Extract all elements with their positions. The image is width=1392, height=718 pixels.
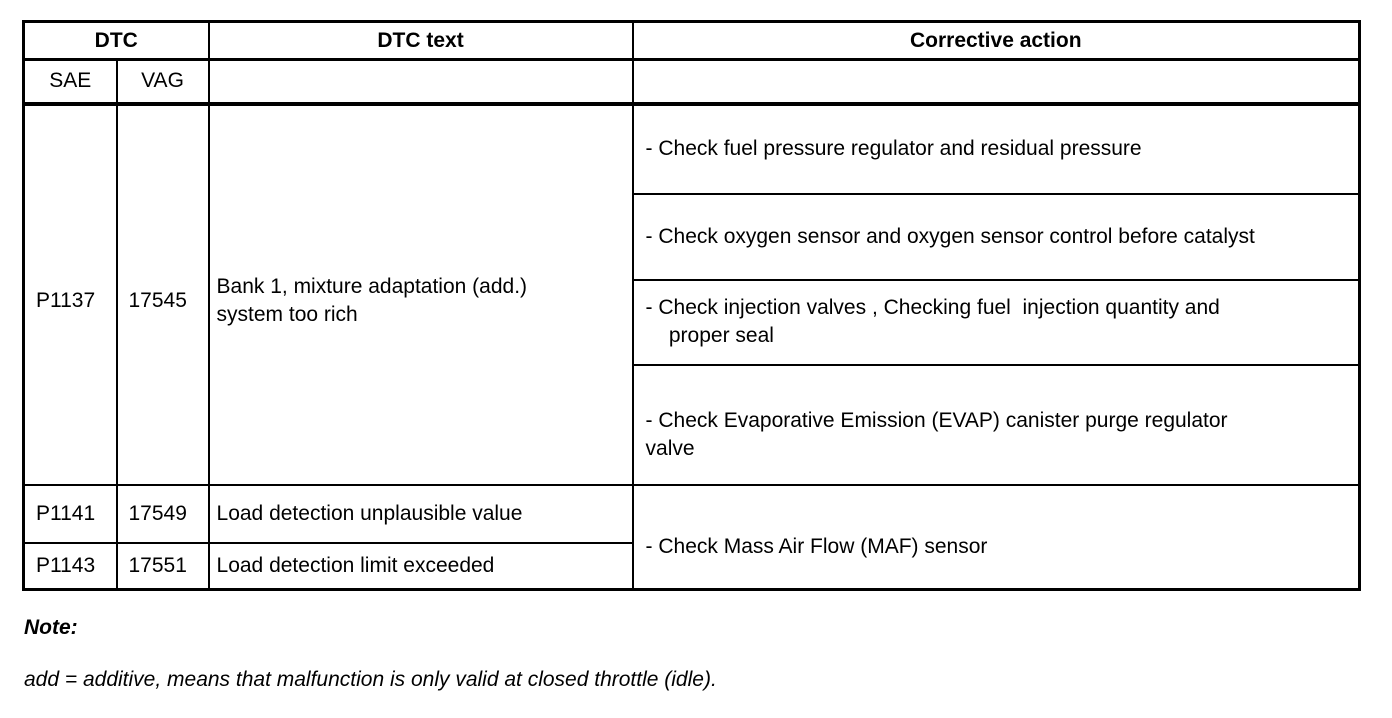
note-label: Note: [24, 616, 78, 639]
header-corrective-action: Corrective action [631, 20, 1361, 61]
cell-dtc-text-p1143: Load detection limit exceeded [207, 541, 634, 591]
cell-action-injection-valves: - Check injection valves , Checking fuel… [631, 278, 1361, 366]
subheader-sae: SAE [22, 58, 118, 106]
cell-vag-17545: 17545 [115, 102, 210, 486]
subheader-vag: VAG [115, 58, 210, 106]
header-dtc: DTC [22, 20, 210, 61]
cell-action-maf-sensor: - Check Mass Air Flow (MAF) sensor [631, 483, 1361, 591]
cell-dtc-text-p1137: Bank 1, mixture adaptation (add.) system… [207, 102, 634, 486]
table-row-action-4: - Check Evaporative Emission (EVAP) cani… [24, 363, 1361, 486]
cell-action-fuel-pressure: - Check fuel pressure regulator and resi… [631, 102, 1361, 195]
subheader-empty-corrective [631, 58, 1361, 106]
table-row-p1143: P1143 17551 Load detection limit exceede… [22, 541, 1360, 591]
cell-sae-p1143: P1143 [22, 541, 118, 591]
dtc-table: DTC DTC text Corrective action SAE VAG P… [22, 20, 1362, 591]
cell-sae-p1141: P1141 [22, 483, 118, 544]
cell-action-oxygen-sensor: - Check oxygen sensor and oxygen sensor … [631, 192, 1361, 281]
table-row-p1137: P1137 17545 Bank 1, mixture adaptation (… [22, 102, 1361, 486]
cell-action-evap: - Check Evaporative Emission (EVAP) cani… [631, 363, 1361, 486]
table-row-action-2: - Check oxygen sensor and oxygen sensor … [24, 192, 1361, 281]
subheader-empty-dtc-text [207, 58, 634, 106]
subheader-row: SAE VAG [22, 58, 1361, 106]
cell-sae-p1137: P1137 [22, 102, 118, 486]
cell-dtc-text-p1141: Load detection unplausible value [207, 483, 634, 544]
note-text: add = additive, means that malfunction i… [24, 668, 717, 691]
table-row-p1141: P1141 17549 Load detection unplausible v… [22, 483, 1361, 591]
table-row-action-3: - Check injection valves , Checking fuel… [24, 278, 1361, 366]
cell-vag-17549: 17549 [115, 483, 210, 544]
cell-vag-17551: 17551 [115, 541, 210, 591]
header-row: DTC DTC text Corrective action [22, 20, 1361, 61]
header-dtc-text: DTC text [207, 20, 634, 61]
